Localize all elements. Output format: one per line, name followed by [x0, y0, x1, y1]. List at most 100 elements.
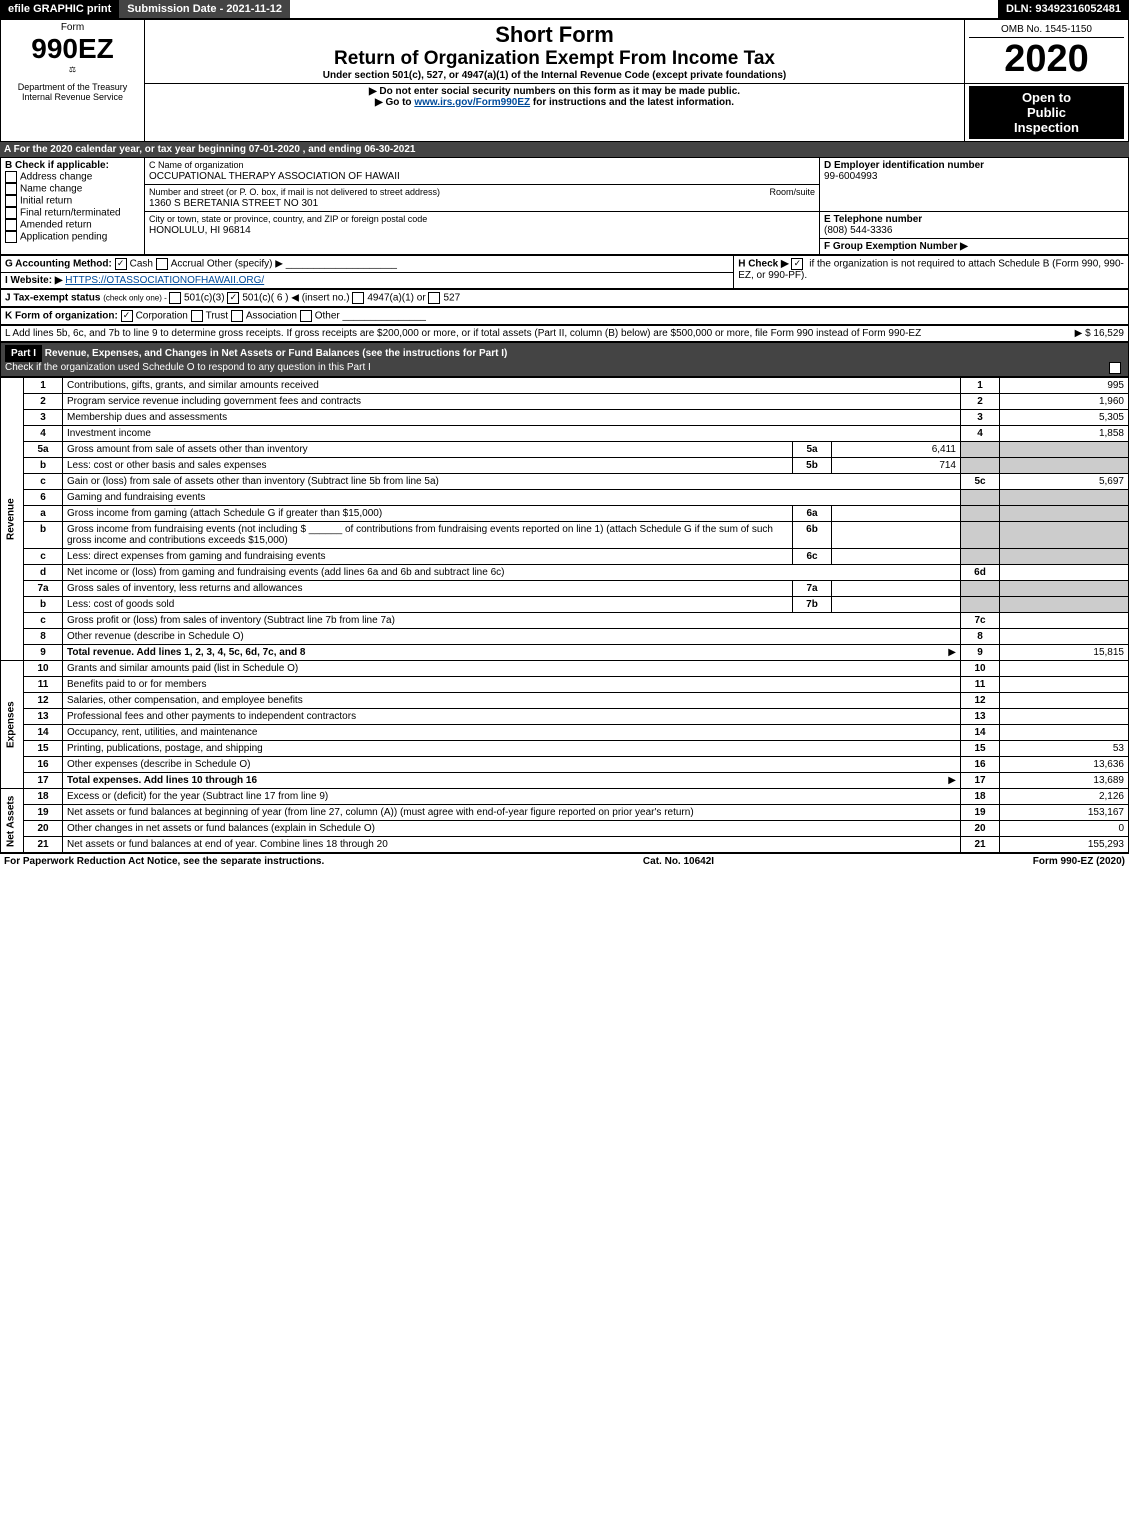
part1-header: Part I Revenue, Expenses, and Changes in…: [0, 342, 1129, 377]
grey-cell: [961, 581, 1000, 597]
line-value: 1,858: [1000, 426, 1129, 442]
netassets-section-label: Net Assets: [1, 789, 24, 853]
line-num: 18: [24, 789, 63, 805]
dept-treasury: Department of the Treasury: [5, 82, 140, 92]
checkbox-other-org[interactable]: [300, 310, 312, 322]
form-header: Form 990EZ ⚖ Department of the Treasury …: [0, 19, 1129, 142]
grey-cell: [961, 506, 1000, 522]
line-ref: 4: [961, 426, 1000, 442]
line-h-label: H Check ▶: [738, 259, 791, 270]
checkbox-accrual[interactable]: [156, 258, 168, 270]
checkbox-schedule-o-part1[interactable]: [1109, 362, 1121, 374]
label-association: Association: [246, 311, 297, 322]
line-ref: 15: [961, 741, 1000, 757]
ein-value: 99-6004993: [824, 171, 877, 182]
line-text: Other revenue (describe in Schedule O): [63, 629, 961, 645]
line-num: 3: [24, 410, 63, 426]
checkbox-501c3[interactable]: [169, 292, 181, 304]
short-form-title: Short Form: [149, 22, 960, 48]
line-ref: 11: [961, 677, 1000, 693]
arrow-icon: ▶: [948, 647, 956, 658]
website-link[interactable]: HTTPS://OTASSOCIATIONOFHAWAII.ORG/: [65, 275, 264, 286]
line-num: 7a: [24, 581, 63, 597]
label-final-return: Final return/terminated: [20, 208, 121, 219]
sub-line-ref: 6a: [793, 506, 832, 522]
line-k-block: K Form of organization: Corporation Trus…: [0, 307, 1129, 325]
grey-cell: [1000, 581, 1129, 597]
sub-line-value: [832, 581, 961, 597]
line-text: Membership dues and assessments: [63, 410, 961, 426]
under-section-text: Under section 501(c), 527, or 4947(a)(1)…: [149, 70, 960, 81]
line-text: Excess or (deficit) for the year (Subtra…: [63, 789, 961, 805]
label-other-specify: Other (specify) ▶: [207, 259, 283, 270]
checkbox-cash[interactable]: [115, 258, 127, 270]
form-word: Form: [5, 22, 140, 33]
line-value: [1000, 661, 1129, 677]
line-num: 8: [24, 629, 63, 645]
grey-cell: [1000, 442, 1129, 458]
label-amended-return: Amended return: [20, 220, 92, 231]
line-ref: 13: [961, 709, 1000, 725]
line-value: 153,167: [1000, 805, 1129, 821]
checkbox-4947a1[interactable]: [352, 292, 364, 304]
line-value: [1000, 677, 1129, 693]
line-num: 13: [24, 709, 63, 725]
grey-cell: [961, 597, 1000, 613]
efile-print-button[interactable]: efile GRAPHIC print: [0, 0, 119, 18]
checkbox-association[interactable]: [231, 310, 243, 322]
org-name: OCCUPATIONAL THERAPY ASSOCIATION OF HAWA…: [149, 171, 400, 182]
grey-cell: [1000, 522, 1129, 549]
label-name-change: Name change: [20, 184, 82, 195]
sub-line-value: 6,411: [832, 442, 961, 458]
grey-cell: [1000, 549, 1129, 565]
checkbox-527[interactable]: [428, 292, 440, 304]
line-ref: 12: [961, 693, 1000, 709]
checkbox-amended-return[interactable]: [5, 219, 17, 231]
line-num: c: [24, 474, 63, 490]
label-address-change: Address change: [20, 172, 92, 183]
city-label: City or town, state or province, country…: [149, 214, 427, 224]
checkbox-trust[interactable]: [191, 310, 203, 322]
checkbox-address-change[interactable]: [5, 171, 17, 183]
line-l-text: L Add lines 5b, 6c, and 7b to line 9 to …: [5, 328, 921, 339]
line-g-h-block: G Accounting Method: Cash Accrual Other …: [0, 255, 1129, 289]
checkbox-corporation[interactable]: [121, 310, 133, 322]
line-j-check-only-one: (check only one) -: [103, 294, 169, 303]
label-initial-return: Initial return: [20, 196, 72, 207]
checkbox-application-pending[interactable]: [5, 231, 17, 243]
line-ref: 21: [961, 837, 1000, 853]
line-num: 4: [24, 426, 63, 442]
line-text: Gross income from fundraising events (no…: [63, 522, 793, 549]
line-text: Net assets or fund balances at beginning…: [63, 805, 961, 821]
line-value: 995: [1000, 378, 1129, 394]
line-text: Professional fees and other payments to …: [63, 709, 961, 725]
sub-line-ref: 5b: [793, 458, 832, 474]
line-text: Gain or (loss) from sale of assets other…: [63, 474, 961, 490]
line-text: Program service revenue including govern…: [63, 394, 961, 410]
form-footer: Form 990-EZ (2020): [1033, 856, 1125, 867]
line-value: 13,636: [1000, 757, 1129, 773]
telephone-value: (808) 544-3336: [824, 225, 892, 236]
omb-number: OMB No. 1545-1150: [969, 22, 1124, 38]
checkbox-name-change[interactable]: [5, 183, 17, 195]
part1-label: Part I: [5, 345, 42, 362]
street-label: Number and street (or P. O. box, if mail…: [149, 187, 440, 197]
line-ref: 18: [961, 789, 1000, 805]
sub-line-value: [832, 597, 961, 613]
checkbox-final-return[interactable]: [5, 207, 17, 219]
label-501c3: 501(c)(3): [184, 293, 225, 304]
line-num: 11: [24, 677, 63, 693]
line-num: 10: [24, 661, 63, 677]
line-ref: 5c: [961, 474, 1000, 490]
checkbox-501c[interactable]: [227, 292, 239, 304]
line-text: Gross sales of inventory, less returns a…: [63, 581, 793, 597]
irs-link[interactable]: www.irs.gov/Form990EZ: [414, 97, 530, 108]
sub-line-value: 714: [832, 458, 961, 474]
checkbox-schedule-b-not-required[interactable]: [791, 258, 803, 270]
line-text: Net income or (loss) from gaming and fun…: [63, 565, 961, 581]
checkbox-initial-return[interactable]: [5, 195, 17, 207]
grey-cell: [1000, 597, 1129, 613]
top-bar: efile GRAPHIC print Submission Date - 20…: [0, 0, 1129, 19]
line-text: Salaries, other compensation, and employ…: [63, 693, 961, 709]
open-public-inspection-box: Open to Public Inspection: [969, 86, 1124, 139]
